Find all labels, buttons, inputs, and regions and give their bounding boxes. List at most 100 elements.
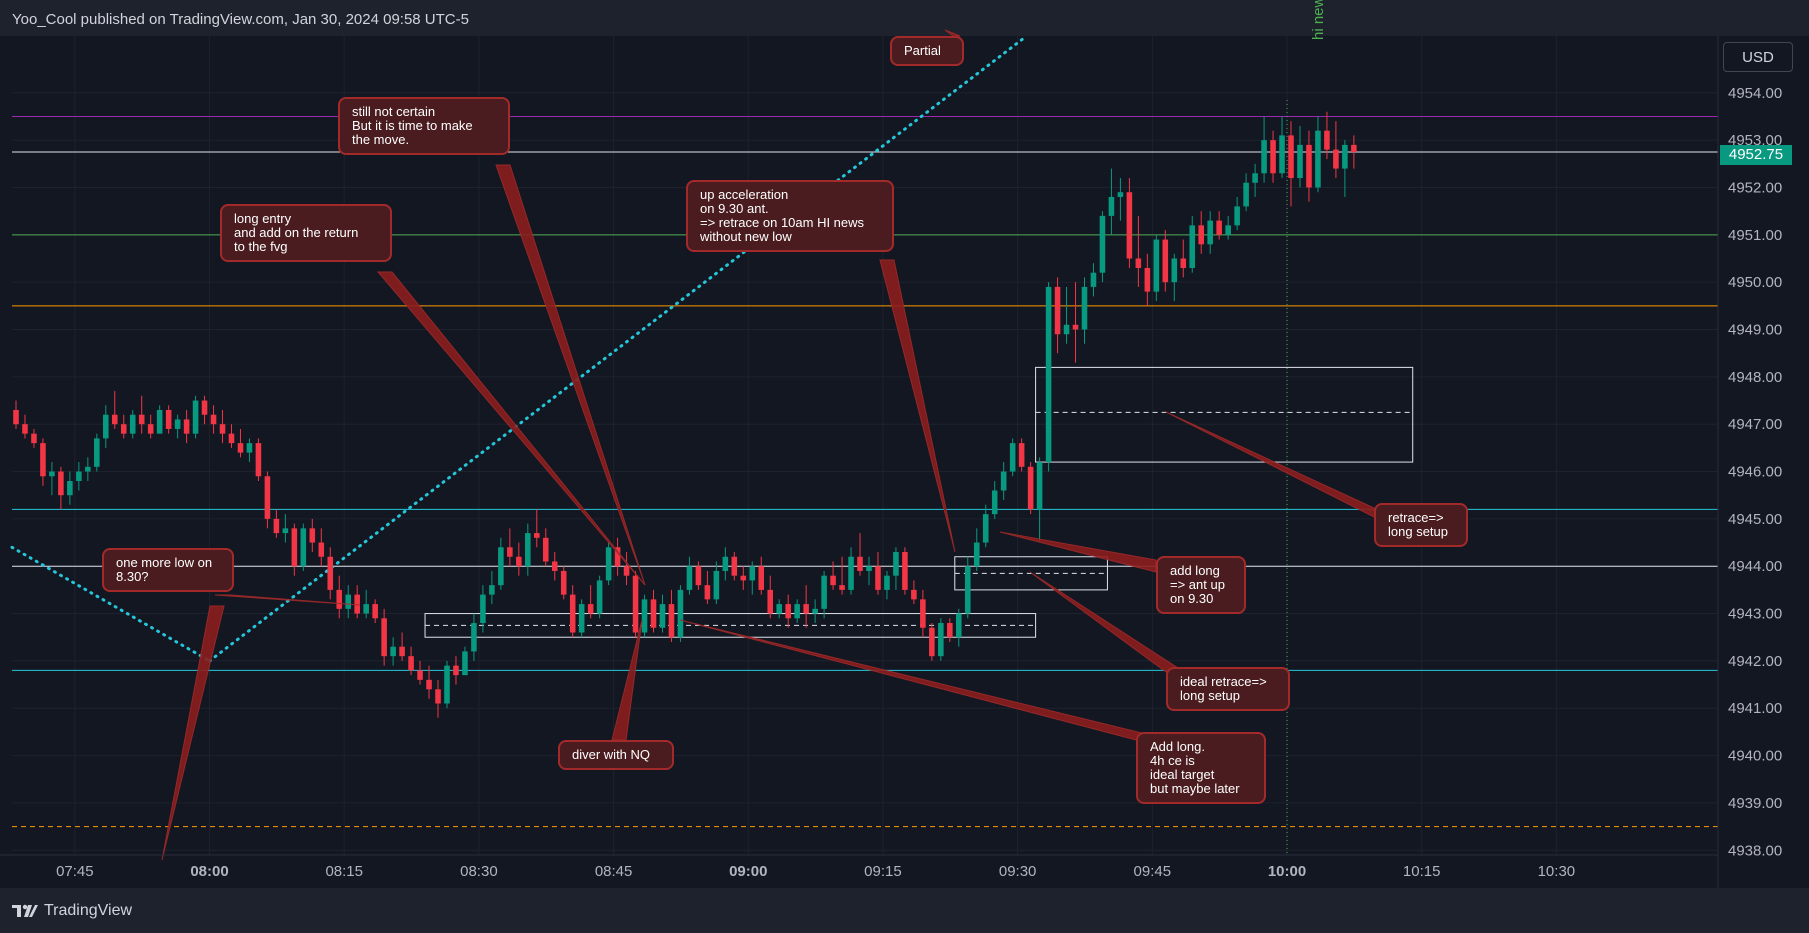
candle bbox=[920, 589, 926, 638]
candle-body bbox=[1171, 258, 1178, 283]
candle bbox=[614, 537, 621, 576]
tradingview-logo[interactable]: TradingView bbox=[12, 902, 132, 920]
candle bbox=[902, 547, 908, 595]
candle-body bbox=[1018, 443, 1025, 467]
y-tick-label: 4939.00 bbox=[1728, 795, 1782, 812]
candle-body bbox=[13, 409, 19, 425]
publisher-info: Yoo_Cool published on TradingView.com, J… bbox=[12, 11, 469, 28]
y-tick-label: 4944.00 bbox=[1728, 558, 1782, 575]
candle bbox=[462, 646, 468, 676]
currency-button[interactable]: USD bbox=[1723, 42, 1793, 72]
annotation-add-long-ant-up[interactable]: add long => ant up on 9.30 bbox=[1156, 556, 1246, 614]
candle bbox=[237, 428, 244, 458]
candle-body bbox=[884, 575, 890, 590]
candle-body bbox=[1279, 135, 1285, 174]
candle-body bbox=[1315, 130, 1321, 188]
candle-body bbox=[1288, 135, 1294, 179]
candle bbox=[453, 656, 459, 685]
candle-body bbox=[1333, 149, 1339, 169]
candle-body bbox=[785, 604, 791, 619]
candle-body bbox=[111, 414, 118, 425]
candle-body bbox=[1072, 324, 1079, 330]
candle-body bbox=[929, 627, 935, 657]
candle-body bbox=[1135, 258, 1142, 268]
candle-body bbox=[731, 556, 738, 576]
candle bbox=[489, 570, 495, 605]
x-tick-label: 08:15 bbox=[325, 863, 363, 880]
candle-body bbox=[291, 528, 298, 567]
candle bbox=[704, 570, 711, 605]
y-tick-label: 4946.00 bbox=[1728, 464, 1782, 481]
candle bbox=[246, 438, 253, 463]
candle-body bbox=[453, 665, 459, 676]
candle bbox=[1333, 121, 1339, 179]
candle-body bbox=[911, 589, 917, 600]
candle bbox=[794, 599, 800, 624]
candle bbox=[1036, 457, 1043, 543]
annotation-add-long-4h[interactable]: Add long. 4h ce is ideal target but mayb… bbox=[1136, 732, 1266, 804]
annotation-up-acceleration[interactable]: up acceleration on 9.30 ant. => retrace … bbox=[686, 180, 894, 252]
candle-body bbox=[1234, 206, 1240, 226]
annotation-long-entry[interactable]: long entry and add on the return to the … bbox=[220, 204, 392, 262]
candle bbox=[67, 471, 73, 505]
candle-body bbox=[22, 424, 28, 434]
trend-line bbox=[10, 545, 212, 663]
candle-body bbox=[704, 585, 711, 600]
candle-body bbox=[623, 566, 630, 576]
callout-pointer bbox=[214, 594, 361, 606]
candle-body bbox=[1216, 220, 1222, 235]
candle-body bbox=[426, 679, 432, 690]
candle-body bbox=[85, 466, 91, 472]
candle bbox=[839, 556, 845, 595]
candle-body bbox=[435, 689, 441, 704]
candle bbox=[156, 405, 163, 434]
candle bbox=[731, 552, 738, 581]
candle bbox=[300, 523, 307, 571]
candle-body bbox=[938, 623, 944, 657]
candle-body bbox=[659, 604, 666, 628]
candle bbox=[174, 414, 181, 439]
price-chart[interactable]: 4954.00 4953.00 4952.00 4951.00 4950.00 4949.… bbox=[0, 0, 1809, 888]
candle bbox=[1099, 211, 1106, 283]
annotation-still-not-certain[interactable]: still not certain But it is time to make… bbox=[338, 97, 510, 155]
candle-body bbox=[1297, 144, 1303, 179]
candle-body bbox=[758, 566, 765, 590]
candle bbox=[381, 608, 387, 666]
candle-body bbox=[525, 533, 531, 567]
y-tick-label: 4949.00 bbox=[1728, 322, 1782, 339]
candle bbox=[103, 405, 109, 448]
candle-body bbox=[372, 604, 378, 619]
x-tick-label: 09:15 bbox=[864, 863, 902, 880]
candle-body bbox=[1054, 286, 1061, 335]
annotation-diver-nq[interactable]: diver with NQ bbox=[558, 740, 674, 770]
candle-body bbox=[1081, 286, 1088, 330]
candle-body bbox=[1162, 239, 1169, 283]
y-tick-label: 4938.00 bbox=[1728, 842, 1782, 859]
candle bbox=[893, 547, 899, 590]
callout-pointer bbox=[879, 259, 956, 553]
candle bbox=[291, 523, 298, 576]
candle-body bbox=[516, 556, 522, 567]
grid bbox=[12, 36, 1718, 855]
candle bbox=[857, 533, 863, 576]
candle bbox=[372, 599, 378, 624]
annotation-retrace-long-setup[interactable]: retrace=> long setup bbox=[1374, 503, 1468, 547]
candle-body bbox=[210, 414, 217, 425]
candle-body bbox=[318, 542, 325, 557]
candle-body bbox=[390, 646, 396, 657]
candle-body bbox=[49, 471, 55, 477]
annotation-one-more-low[interactable]: one more low on 8.30? bbox=[102, 548, 234, 592]
candle bbox=[1153, 234, 1160, 302]
annotation-ideal-retrace[interactable]: ideal retrace=> long setup bbox=[1166, 667, 1290, 711]
candle-body bbox=[1207, 220, 1213, 245]
annotation-partial[interactable]: Partial bbox=[890, 36, 964, 66]
candle bbox=[1234, 196, 1240, 231]
tradingview-logo-icon bbox=[12, 904, 38, 917]
x-tick-label: 10:00 bbox=[1268, 863, 1306, 880]
candle bbox=[363, 589, 369, 619]
candle bbox=[1261, 116, 1267, 183]
candle-body bbox=[31, 433, 37, 444]
horizontal-lines bbox=[12, 115, 1718, 828]
callout-pointer bbox=[376, 271, 646, 586]
candle-body bbox=[1342, 144, 1348, 169]
